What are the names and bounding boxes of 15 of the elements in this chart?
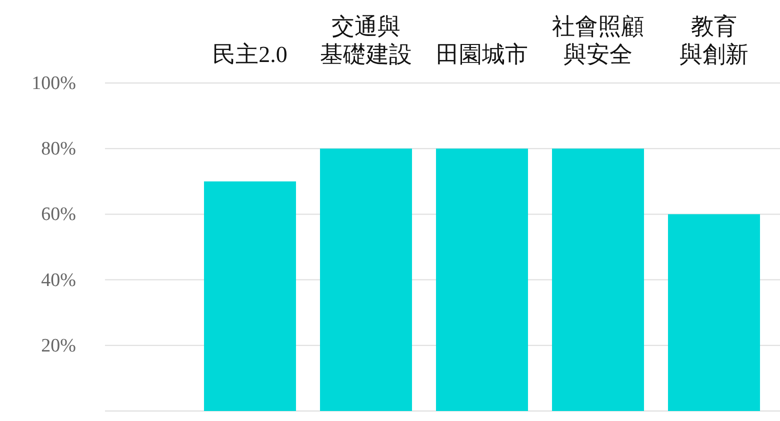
x-tick-label: 交通與基礎建設 bbox=[320, 14, 412, 67]
y-tick-label: 80% bbox=[41, 138, 76, 160]
x-tick-label: 社會照顧與安全 bbox=[552, 14, 644, 67]
x-tick-label: 教育與創新 bbox=[680, 14, 748, 67]
x-tick-label: 田園城市 bbox=[436, 42, 528, 67]
bar bbox=[320, 148, 412, 411]
bar bbox=[436, 148, 528, 411]
bar bbox=[204, 181, 296, 411]
y-tick-label: 60% bbox=[41, 204, 76, 226]
y-tick-label: 20% bbox=[41, 335, 76, 356]
bar bbox=[552, 148, 644, 411]
y-tick-label: 100% bbox=[32, 73, 76, 94]
x-tick-label: 民主2.0 bbox=[212, 42, 288, 67]
y-tick-label: 40% bbox=[41, 270, 76, 291]
bar bbox=[668, 214, 760, 411]
